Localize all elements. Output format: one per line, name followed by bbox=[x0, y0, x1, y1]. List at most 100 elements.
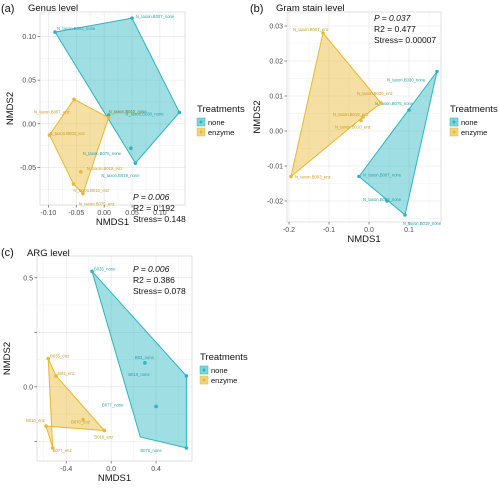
point-label: N_taxon.B007_none bbox=[136, 14, 175, 19]
hull-enzyme bbox=[45, 358, 106, 449]
point-label: N_taxon.B019_enz bbox=[333, 112, 369, 117]
point-enzyme bbox=[44, 424, 48, 428]
point-enzyme bbox=[102, 428, 107, 433]
y-tick-label: 0.10 bbox=[22, 34, 36, 41]
point-none bbox=[177, 110, 182, 115]
point-none bbox=[184, 374, 189, 378]
y-tick-label: 0.01 bbox=[269, 94, 283, 101]
legend-label-none: none bbox=[208, 118, 225, 127]
legend-title: Treatments bbox=[450, 104, 498, 115]
point-label: B035_none bbox=[94, 266, 116, 271]
stat-p: P = 0.037 bbox=[374, 13, 411, 23]
point-none bbox=[53, 30, 57, 34]
panel-title: Gram stain level bbox=[276, 3, 345, 14]
point-enzyme bbox=[106, 115, 111, 120]
hull-enzyme bbox=[48, 98, 110, 195]
x-axis-title: NMDS1 bbox=[347, 234, 380, 245]
point-enzyme bbox=[46, 356, 51, 361]
legend-label-none: none bbox=[461, 118, 478, 127]
point-label: N_taxon.B003_enz bbox=[49, 131, 85, 136]
stat-stress: Stress= 0.00007 bbox=[374, 35, 436, 45]
point-label: N_taxon.B003_none bbox=[363, 197, 402, 202]
point-none bbox=[385, 199, 389, 203]
point-enzyme bbox=[54, 374, 58, 378]
legend-label-enzyme: enzyme bbox=[461, 128, 487, 137]
hull-none bbox=[358, 71, 438, 216]
point-none bbox=[143, 361, 147, 365]
panel-2: N_taxon.B030_none N_taxon.B075_none N_taxo… bbox=[250, 3, 498, 245]
y-tick-label: 0.00 bbox=[269, 129, 283, 136]
point-enzyme bbox=[47, 133, 52, 137]
point-label: B03_enz bbox=[58, 371, 75, 376]
stat-r2: R2 = 0.386 bbox=[133, 275, 175, 285]
grid bbox=[37, 256, 192, 461]
point-label: B077_enz bbox=[53, 448, 72, 453]
point-label: N_taxon.B030_none bbox=[387, 78, 426, 83]
point-label: B010_enz bbox=[26, 418, 45, 423]
point-none bbox=[435, 69, 439, 74]
legend-dot-enzyme bbox=[199, 130, 203, 134]
point-label: B019_enz bbox=[94, 434, 113, 439]
point-enzyme bbox=[71, 182, 76, 186]
panel-title: Genus level bbox=[28, 3, 78, 14]
plot-area bbox=[40, 12, 185, 205]
y-tick-label: 0.00 bbox=[22, 121, 36, 128]
stat-r2: R2 = 0.477 bbox=[374, 24, 416, 34]
x-tick-label: 0.05 bbox=[125, 210, 139, 217]
point-enzyme bbox=[321, 31, 325, 35]
panel-1: N_taxon.B003_none N_taxon.B007_none N_taxo… bbox=[1, 3, 245, 228]
point-none bbox=[130, 16, 134, 20]
legend-dot-enzyme bbox=[202, 378, 206, 382]
point-label: N_taxon.B007_none bbox=[363, 173, 402, 178]
stat-stress: Stress= 0.148 bbox=[133, 214, 186, 224]
point-none bbox=[129, 146, 133, 151]
point-label: N_taxon.B019_none bbox=[403, 221, 442, 226]
y-axis-title: NMDS2 bbox=[252, 100, 263, 133]
panel-tag: (b) bbox=[250, 3, 263, 15]
point-label: N_taxon.B019_none bbox=[101, 173, 140, 178]
panel-tag: (c) bbox=[1, 247, 14, 259]
point-label: N_taxon.B075_none bbox=[375, 101, 414, 106]
point-enzyme bbox=[81, 417, 85, 422]
legend-label-enzyme: enzyme bbox=[208, 128, 234, 137]
y-tick-label: -0.05 bbox=[20, 165, 36, 172]
point-label: N_taxon.B075_none bbox=[83, 151, 122, 156]
stat-stress: Stress= 0.078 bbox=[133, 286, 186, 296]
legend-dot-none bbox=[199, 120, 203, 124]
point-label: N_taxon.B007_enz bbox=[293, 27, 329, 32]
point-enzyme bbox=[78, 170, 83, 174]
panel-3: B035_none B03_none B010_none B077_none B070_… bbox=[1, 247, 248, 484]
point-label: N_taxon.B003_none bbox=[57, 26, 96, 31]
x-tick-label: 0.1 bbox=[404, 227, 414, 234]
y-tick-label: 0.05 bbox=[22, 78, 36, 85]
plot-border bbox=[36, 255, 193, 462]
stat-p: P = 0.006 bbox=[133, 264, 170, 274]
legend-dot-none bbox=[452, 120, 456, 124]
point-label: N_taxon.B019_enz bbox=[87, 166, 123, 171]
x-axis-title: NMDS1 bbox=[98, 473, 131, 484]
y-tick-label: -0.01 bbox=[267, 164, 283, 171]
legend-dot-none bbox=[202, 368, 206, 372]
point-label: N_taxon.B030_enz bbox=[109, 110, 145, 115]
x-tick-label: 0.4 bbox=[151, 466, 161, 473]
point-enzyme bbox=[289, 174, 293, 179]
grid bbox=[40, 12, 185, 205]
point-none bbox=[357, 174, 361, 179]
point-label: N_taxon.B010_enz bbox=[335, 125, 371, 130]
panel-tag: (a) bbox=[1, 3, 14, 15]
point-label: B035_enz bbox=[50, 354, 69, 359]
stat-r2: R2 = 0.192 bbox=[133, 203, 175, 213]
grid bbox=[287, 12, 441, 222]
point-label: N_taxon.B010_enz bbox=[73, 188, 109, 193]
stat-p: P = 0.006 bbox=[133, 192, 170, 202]
point-enzyme bbox=[361, 115, 365, 119]
y-tick-label: 0.02 bbox=[269, 59, 283, 66]
point-label: N_taxon.B003_enz bbox=[295, 175, 331, 180]
legend-title: Treatments bbox=[200, 352, 248, 363]
legend-title: Treatments bbox=[197, 104, 245, 115]
point-enzyme bbox=[50, 446, 55, 450]
panel-title: ARG level bbox=[27, 248, 70, 259]
point-none bbox=[184, 446, 189, 450]
